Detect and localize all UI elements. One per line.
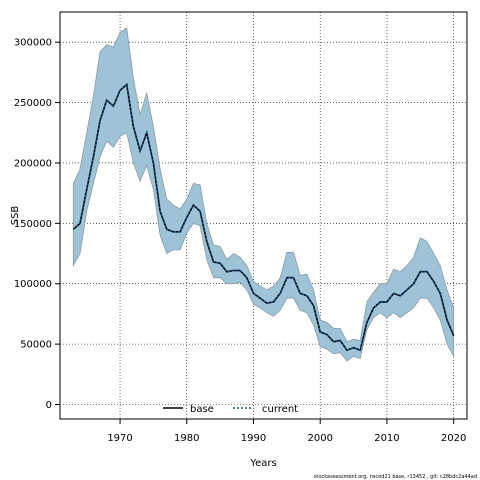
axis-ticks: 1970 1980 1990 2000 2010 2020 0 50000 100000 1500…: [14, 38, 467, 444]
x-tick-label: 2020: [441, 433, 466, 444]
y-tick-label: 150000: [14, 219, 52, 230]
x-tick-label: 2010: [374, 433, 399, 444]
x-axis-title: Years: [249, 458, 276, 469]
x-tick-label: 1990: [241, 433, 266, 444]
x-tick-label: 1980: [174, 433, 199, 444]
legend-label-current: current: [262, 404, 298, 415]
legend-label-base: base: [190, 404, 214, 415]
confidence-band: [72, 26, 455, 362]
y-tick-label: 200000: [14, 158, 52, 169]
y-tick-label: 250000: [14, 98, 52, 109]
y-tick-label: 100000: [14, 279, 52, 290]
y-tick-label: 50000: [20, 340, 52, 351]
plot-frame: [59, 11, 468, 420]
y-tick-label: 300000: [14, 38, 52, 49]
footer-credit: stockassessment.org, nscod21 base, r1345…: [314, 474, 477, 480]
y-tick-label: 0: [46, 400, 52, 411]
x-tick-label: 1970: [107, 433, 132, 444]
series-line-current: [72, 82, 455, 352]
x-tick-label: 2000: [307, 433, 332, 444]
y-axis-title: SSB: [10, 206, 21, 226]
legend: base current: [163, 404, 298, 415]
